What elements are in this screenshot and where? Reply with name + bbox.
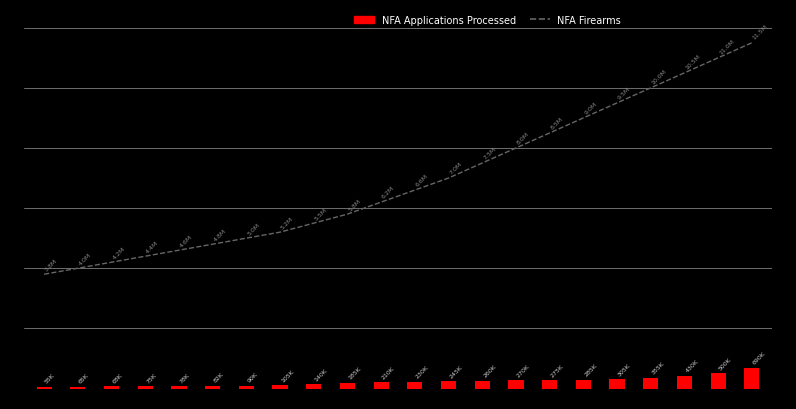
Text: 430K: 430K: [685, 358, 700, 373]
Text: 5.5M: 5.5M: [314, 207, 328, 221]
Text: 285K: 285K: [583, 362, 598, 377]
Bar: [272, 385, 287, 389]
Text: 105K: 105K: [280, 368, 295, 382]
Text: 4.0M: 4.0M: [78, 252, 92, 266]
Text: 68K: 68K: [111, 372, 123, 384]
Bar: [340, 383, 355, 389]
Bar: [610, 380, 625, 389]
Text: 4.8M: 4.8M: [213, 227, 227, 242]
Text: 78K: 78K: [179, 371, 191, 383]
Text: 9.5M: 9.5M: [617, 86, 631, 101]
Text: 210K: 210K: [381, 365, 396, 380]
Text: 7.0M: 7.0M: [449, 162, 463, 176]
Text: 245K: 245K: [449, 364, 463, 378]
Text: 82K: 82K: [213, 371, 224, 383]
Text: 270K: 270K: [516, 363, 531, 378]
Bar: [441, 381, 456, 389]
Text: 8.0M: 8.0M: [516, 132, 530, 146]
Text: 9.0M: 9.0M: [583, 101, 598, 116]
Text: 6.6M: 6.6M: [415, 173, 429, 188]
Bar: [70, 387, 85, 389]
Bar: [306, 384, 322, 389]
Bar: [37, 387, 52, 389]
Bar: [138, 386, 153, 389]
Text: 260K: 260K: [482, 363, 497, 378]
Bar: [373, 382, 388, 389]
Text: 5.2M: 5.2M: [280, 216, 295, 230]
Bar: [677, 375, 692, 389]
Bar: [239, 386, 254, 389]
Bar: [643, 378, 658, 389]
Text: 75K: 75K: [145, 371, 158, 383]
Legend: NFA Applications Processed, NFA Firearms: NFA Applications Processed, NFA Firearms: [350, 12, 625, 29]
Text: 3.8M: 3.8M: [44, 257, 58, 272]
Text: 5.8M: 5.8M: [347, 198, 361, 212]
Text: 355K: 355K: [651, 360, 665, 375]
Bar: [542, 380, 557, 389]
Text: 10.0M: 10.0M: [651, 69, 668, 86]
Text: 90K: 90K: [246, 371, 259, 383]
Text: 6.2M: 6.2M: [381, 185, 396, 200]
Text: 55K: 55K: [44, 372, 56, 384]
Bar: [711, 373, 726, 389]
Text: 140K: 140K: [314, 367, 329, 382]
Text: 500K: 500K: [718, 356, 733, 371]
Text: 230K: 230K: [415, 364, 430, 379]
Text: 305K: 305K: [617, 362, 632, 377]
Text: 690K: 690K: [752, 350, 767, 365]
Text: 11.5M: 11.5M: [752, 24, 769, 41]
Text: 4.6M: 4.6M: [179, 234, 193, 248]
Bar: [509, 380, 524, 389]
Text: 4.4M: 4.4M: [145, 239, 160, 254]
Text: 185K: 185K: [347, 366, 362, 380]
Bar: [408, 382, 423, 389]
Text: 8.5M: 8.5M: [550, 117, 564, 131]
Text: 11.0M: 11.0M: [718, 39, 736, 56]
Bar: [205, 386, 220, 389]
Text: 10.5M: 10.5M: [685, 54, 701, 71]
Text: 7.5M: 7.5M: [482, 146, 497, 161]
Bar: [171, 386, 186, 389]
Text: 5.0M: 5.0M: [246, 222, 260, 236]
Bar: [744, 368, 759, 389]
Bar: [474, 381, 490, 389]
Bar: [576, 380, 591, 389]
Text: 275K: 275K: [550, 363, 564, 378]
Text: 65K: 65K: [78, 372, 90, 384]
Text: 4.2M: 4.2M: [111, 245, 126, 260]
Bar: [104, 387, 119, 389]
